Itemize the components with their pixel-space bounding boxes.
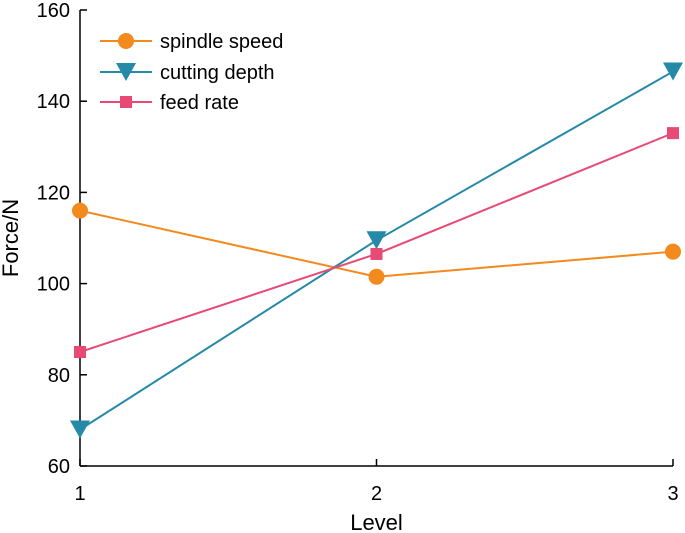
legend-label-feed-rate: feed rate (160, 92, 239, 114)
x-tick-label-3: 3 (667, 483, 678, 505)
data-point-spindle-speed-3 (665, 243, 681, 260)
series-layer (70, 62, 683, 439)
y-tick-label-160: 160 (37, 0, 70, 22)
legend-label-spindle-speed: spindle speed (160, 31, 283, 53)
x-tick-label-1: 1 (74, 483, 85, 505)
data-point-spindle-speed-1 (72, 202, 88, 219)
y-tick-label-100: 100 (37, 274, 70, 296)
legend-marker-cutting-depth (116, 63, 136, 81)
legend-marker-feed-rate (120, 96, 132, 108)
y-axis-label: Force/N (0, 199, 23, 277)
data-point-spindle-speed-2 (368, 268, 385, 285)
data-point-cutting-depth-2 (366, 231, 387, 250)
x-axis-label: Level (350, 510, 403, 533)
legend-label-cutting-depth: cutting depth (160, 62, 275, 84)
data-point-feed-rate-1 (74, 346, 86, 358)
y-tick-label-120: 120 (37, 182, 70, 204)
data-point-feed-rate-2 (370, 247, 383, 260)
legend-marker-spindle-speed (118, 33, 134, 49)
y-tick-labels: 60 80 100 120 140 160 (37, 0, 70, 478)
y-tick-group (80, 9, 87, 467)
data-point-cutting-depth-1 (70, 420, 90, 439)
x-tick-label-2: 2 (371, 483, 382, 505)
y-tick-label-140: 140 (37, 91, 70, 113)
y-tick-label-80: 80 (48, 365, 70, 387)
x-tick-group (79, 459, 674, 466)
x-tick-labels: 1 2 3 (74, 483, 678, 505)
y-tick-label-60: 60 (48, 456, 70, 478)
legend: spindle speed cutting depth feed rate (100, 31, 283, 114)
data-point-cutting-depth-3 (663, 62, 683, 81)
data-point-feed-rate-3 (667, 127, 679, 140)
